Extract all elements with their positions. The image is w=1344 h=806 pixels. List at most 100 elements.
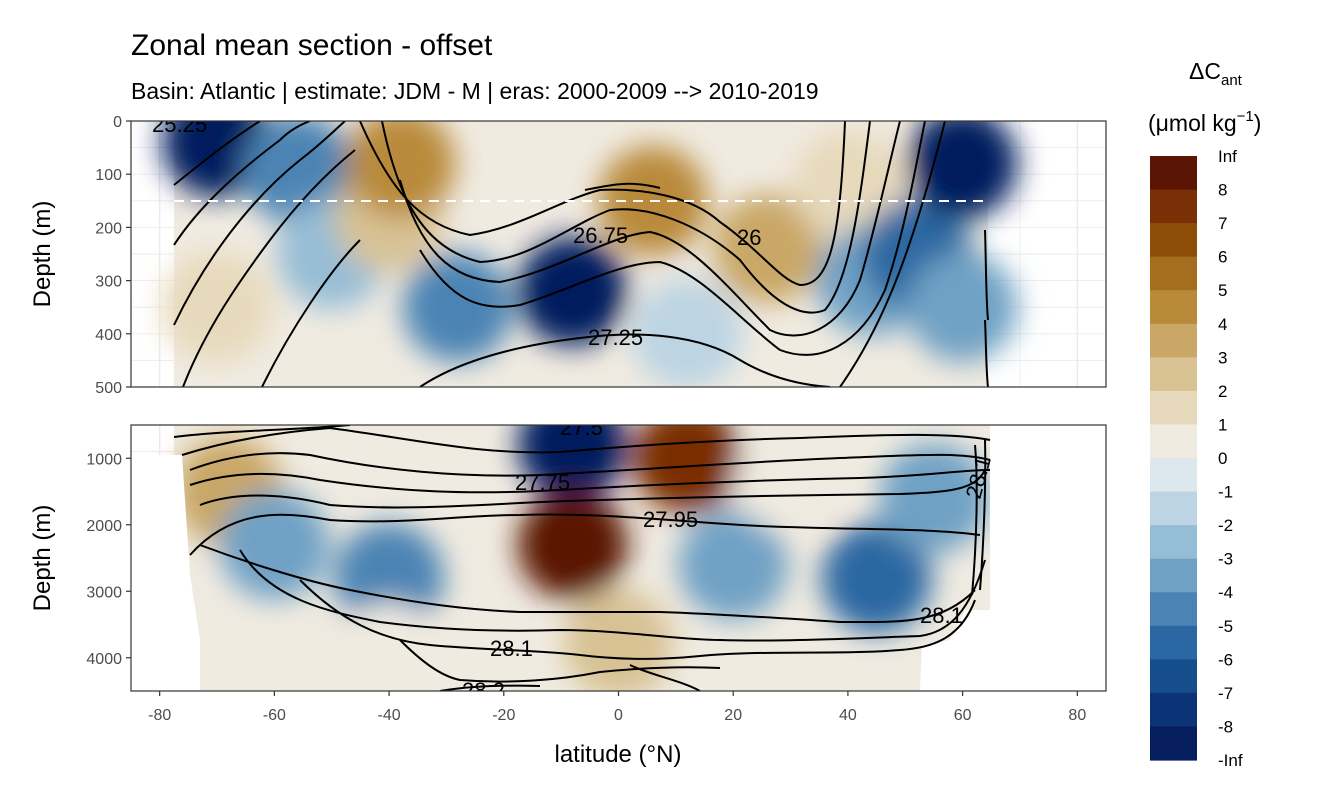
colorbar-label: -1 [1218,483,1233,502]
y-tick-label: 500 [95,380,122,397]
y-tick-label: 400 [95,327,122,344]
contour-line [173,121,311,246]
upper-contours [173,121,989,387]
contour-line [199,469,986,509]
legend-units: (μmol kg−1) [1148,108,1261,136]
field-patch [678,509,789,620]
contour-line [239,549,986,642]
colorbar-swatch [1150,659,1197,694]
colorbar-swatch [1150,525,1197,560]
colorbar-label: 5 [1218,281,1227,300]
lower-y-axis-title: Depth (m) [29,505,56,612]
colorbar-swatch [1150,558,1197,593]
colorbar-label: -5 [1218,617,1233,636]
upper-panel-border [130,120,1107,388]
contour-line [173,425,351,438]
colorbar-label: -2 [1218,516,1233,535]
field-patch [792,129,903,240]
y-tick-label: 300 [95,274,122,291]
contour-line [381,121,871,314]
y-tick-label: 0 [113,114,122,131]
x-tick-label: -80 [148,707,171,724]
field-patch [219,489,330,600]
colorbar-label: 3 [1218,348,1227,367]
contour-line [839,121,946,387]
lower-contours [173,425,991,691]
x-tick-label: 20 [724,707,742,724]
colorbar-swatch [1150,692,1197,728]
field-patch [712,193,823,304]
contour-line [189,513,981,556]
contour-line [261,239,361,387]
field-patch [907,121,1018,219]
field-patch [334,522,445,633]
contour-line [399,121,901,337]
colorbar-label: Inf [1218,147,1237,166]
colorbar-label: 0 [1218,449,1227,468]
contour-line [971,439,987,596]
field-patch [517,425,628,500]
colorbar-label: -7 [1218,684,1233,703]
colorbar-swatch [1150,290,1197,325]
contour-label: 27.75 [515,470,570,495]
colorbar-swatch [1150,357,1197,392]
colorbar-swatch [1150,390,1197,426]
field-patch [162,252,273,363]
contour-label: 27.25 [588,325,643,350]
y-tick-label: 3000 [86,584,122,601]
colorbar-swatch [1150,625,1197,660]
contour-label: 26.75 [573,223,628,248]
contour-line [584,182,661,191]
colorbar-swatch [1150,491,1197,526]
colorbar-legend: ΔCant (μmol kg−1) Inf 8 7 6 5 4 3 2 1 0 -1 -2 -3 -4 -5… [1148,58,1261,770]
field-patch [632,425,743,514]
contour-label: 28.2 [462,678,505,703]
field-patch [517,489,628,600]
lower-missing-data-west [131,455,200,691]
chart-title: Zonal mean section - offset [131,29,493,62]
contour-line [359,121,846,287]
field-patch [517,236,628,347]
field-patch [907,252,1018,363]
colorbar-swatch [1150,424,1197,459]
colorbar-label: 4 [1218,315,1227,334]
colorbar-label: -3 [1218,550,1233,569]
colorbar-swatch [1150,189,1197,224]
y-tick-label: 4000 [86,651,122,668]
contour-line [439,684,541,691]
y-tick-label: 200 [95,220,122,237]
contour-line [984,319,989,387]
colorbar-label: 1 [1218,415,1227,434]
x-axis: -80 -60 -40 -20 0 20 40 60 80 [148,691,1086,724]
y-tick-label: 100 [95,167,122,184]
field-patch [345,121,456,219]
y-tick-label: 2000 [86,518,122,535]
contour-line [399,639,721,683]
contour-label: 27.5 [560,415,603,440]
contour-line [419,121,926,356]
colorbar-swatch [1150,256,1197,291]
x-tick-label: -40 [378,707,401,724]
contour-line [173,121,261,186]
colorbar-label: 7 [1218,214,1227,233]
contour-label: 28.1 [490,636,533,661]
y-tick-label: 1000 [86,451,122,468]
colorbar-label: 6 [1218,248,1227,267]
x-tick-label: 80 [1068,707,1086,724]
contour-line [199,544,976,624]
colorbar-label: 8 [1218,181,1227,200]
colorbar-label: -8 [1218,717,1233,736]
contour-label: 25.25 [152,112,207,137]
x-tick-label: 60 [954,707,972,724]
x-tick-label: 0 [614,707,623,724]
contour-line [189,452,991,477]
contour-line [181,426,991,456]
lower-missing-data-east [920,425,1106,691]
contour-label: 27.95 [643,507,698,532]
upper-y-axis: 0 100 200 300 400 500 [95,114,131,397]
contour-label: 28.1 [920,603,963,628]
contour-line [182,149,356,387]
colorbar-label: -Inf [1218,751,1243,770]
colorbar-swatch [1150,223,1197,258]
